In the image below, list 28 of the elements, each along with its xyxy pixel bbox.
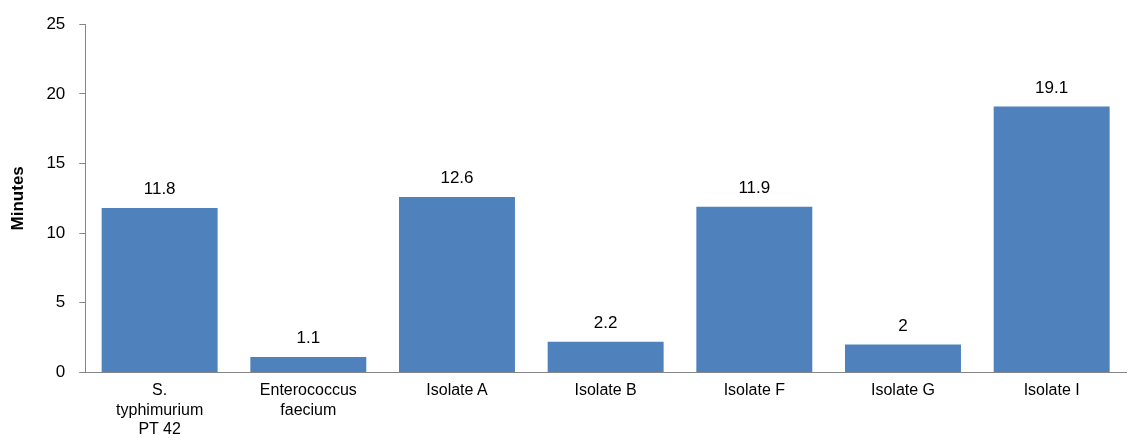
data-label: 19.1 xyxy=(1035,77,1069,97)
y-tick-label: 15 xyxy=(46,153,66,173)
y-tick-label: 25 xyxy=(46,13,66,33)
bar xyxy=(399,196,515,372)
y-tick-label: 10 xyxy=(46,222,66,242)
y-tick-label: 0 xyxy=(55,362,66,382)
data-label: 2.2 xyxy=(593,312,618,332)
y-tick-label: 20 xyxy=(46,83,66,103)
bar xyxy=(696,206,813,372)
data-label: 1.1 xyxy=(296,328,321,348)
y-tick-label: 5 xyxy=(55,292,66,312)
bar xyxy=(101,208,218,372)
x-tick-label: S. typhimurium PT 42 xyxy=(116,381,204,437)
data-label: 11.8 xyxy=(143,179,176,199)
x-tick-label: Isolate B xyxy=(574,381,637,399)
bar xyxy=(250,357,367,372)
x-tick-label: Enterococcus faecium xyxy=(259,381,357,418)
y-axis-title: Minutes xyxy=(7,166,27,231)
data-label: 11.9 xyxy=(738,177,771,197)
x-tick-label: Isolate A xyxy=(426,381,488,399)
bar xyxy=(547,341,664,372)
data-label: 2 xyxy=(898,315,908,335)
x-tick-label: Isolate I xyxy=(1023,381,1080,399)
data-label: 12.6 xyxy=(440,168,474,188)
x-tick-label: Isolate G xyxy=(870,381,936,399)
x-tick-label: Isolate F xyxy=(723,381,786,399)
bar xyxy=(993,106,1110,372)
bar xyxy=(845,344,961,372)
